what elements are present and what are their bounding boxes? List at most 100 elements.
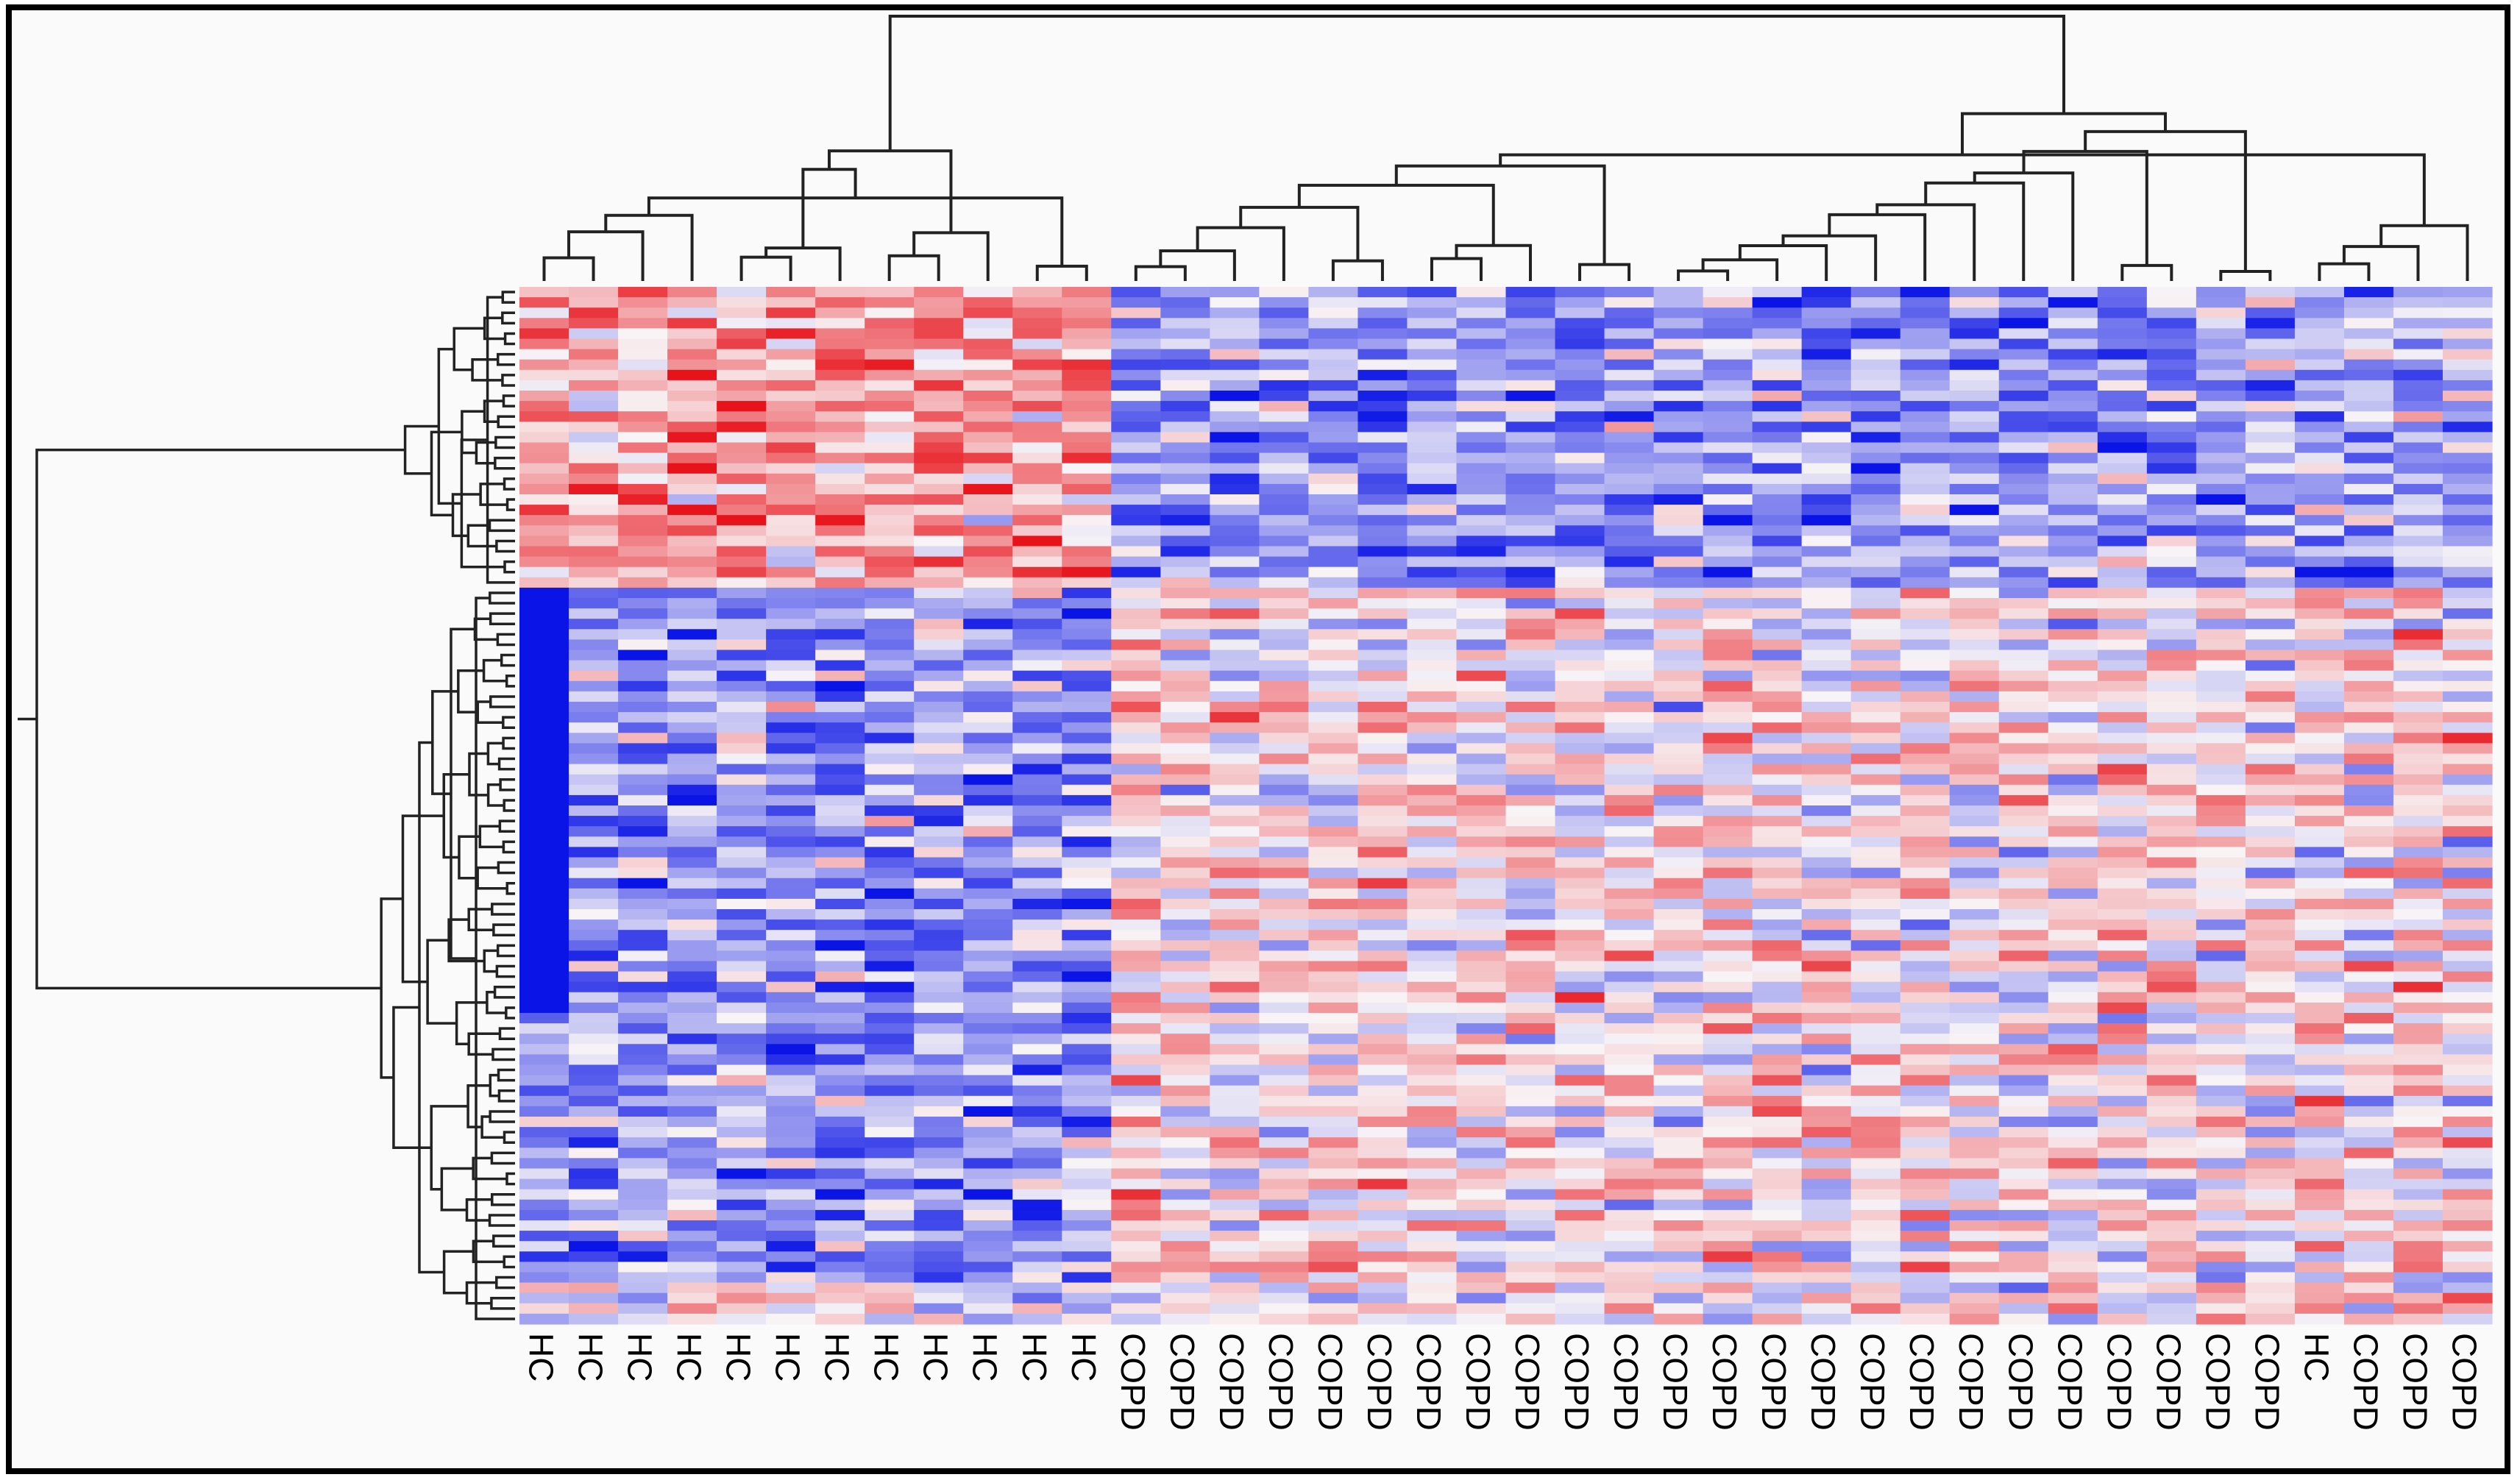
heatmap-cell bbox=[2196, 1272, 2246, 1284]
heatmap-cell bbox=[618, 629, 668, 640]
heatmap-cell bbox=[963, 1137, 1013, 1148]
heatmap-cell bbox=[717, 733, 767, 744]
heatmap-cell bbox=[815, 660, 865, 672]
heatmap-cell bbox=[766, 1251, 816, 1262]
heatmap-cell bbox=[1555, 629, 1605, 640]
column-dendrogram-branch bbox=[1701, 258, 1779, 281]
heatmap-cell bbox=[2343, 836, 2394, 847]
heatmap-cell bbox=[2245, 919, 2296, 931]
heatmap-cell bbox=[963, 369, 1013, 381]
heatmap-cell bbox=[618, 712, 668, 723]
heatmap-cell bbox=[618, 898, 668, 910]
heatmap-cell bbox=[1456, 702, 1507, 713]
heatmap-cell bbox=[2196, 608, 2246, 619]
heatmap-cell bbox=[815, 421, 865, 433]
heatmap-cell bbox=[1210, 1272, 1260, 1284]
heatmap-cell bbox=[1111, 1137, 1161, 1148]
heatmap-cell bbox=[519, 1033, 569, 1045]
heatmap-cell bbox=[1949, 1220, 2000, 1231]
heatmap-cell bbox=[1210, 826, 1260, 837]
row-dendrogram-branch bbox=[503, 799, 515, 812]
heatmap-cell bbox=[914, 784, 964, 796]
heatmap-cell bbox=[766, 940, 816, 951]
heatmap-cell bbox=[1752, 764, 1803, 775]
heatmap-cell bbox=[667, 566, 717, 578]
heatmap-cell bbox=[1900, 930, 1951, 941]
heatmap-cell bbox=[1555, 1023, 1605, 1034]
heatmap-cell bbox=[1752, 1044, 1803, 1055]
heatmap-cell bbox=[2048, 888, 2098, 900]
heatmap-cell bbox=[1801, 650, 1852, 661]
heatmap-cell bbox=[1998, 556, 2049, 568]
heatmap-cell bbox=[1703, 369, 1753, 381]
heatmap-cell bbox=[2294, 1002, 2345, 1014]
heatmap-cell bbox=[815, 1178, 865, 1190]
heatmap-cell bbox=[1259, 546, 1310, 558]
heatmap-cell bbox=[1752, 650, 1803, 661]
heatmap-cell bbox=[1505, 961, 1556, 972]
heatmap-cell bbox=[2343, 1251, 2394, 1262]
heatmap-cell bbox=[1653, 1044, 1704, 1055]
heatmap-cell bbox=[1949, 546, 2000, 558]
heatmap-cell bbox=[2393, 411, 2443, 422]
heatmap-cell bbox=[2196, 670, 2246, 682]
heatmap-cell bbox=[1604, 794, 1655, 806]
heatmap-cell bbox=[1012, 712, 1062, 723]
heatmap-cell bbox=[1407, 847, 1458, 858]
heatmap-cell bbox=[2048, 867, 2098, 879]
heatmap-cell bbox=[1357, 307, 1408, 319]
heatmap-cell bbox=[2442, 619, 2493, 630]
heatmap-cell bbox=[2196, 1262, 2246, 1273]
heatmap-cell bbox=[2048, 1178, 2098, 1190]
heatmap-cell bbox=[1259, 1054, 1310, 1066]
heatmap-cell bbox=[2146, 650, 2197, 661]
heatmap-cell bbox=[2196, 784, 2246, 796]
heatmap-cell bbox=[2097, 1251, 2148, 1262]
heatmap-cell bbox=[2097, 961, 2148, 972]
heatmap-cell bbox=[2146, 940, 2197, 951]
row-dendrogram-branch bbox=[451, 493, 481, 538]
heatmap-cell bbox=[1012, 826, 1062, 837]
heatmap-cell bbox=[1801, 619, 1852, 630]
heatmap-cell bbox=[1012, 1158, 1062, 1170]
heatmap-cell bbox=[717, 836, 767, 847]
heatmap-cell bbox=[1407, 287, 1458, 298]
heatmap-cell bbox=[2196, 536, 2246, 547]
heatmap-cell bbox=[1752, 328, 1803, 340]
heatmap-cell bbox=[2048, 369, 2098, 381]
heatmap-cell bbox=[2048, 629, 2098, 640]
heatmap-cell bbox=[815, 1220, 865, 1231]
heatmap-cell bbox=[1752, 1241, 1803, 1252]
column-label: HC bbox=[720, 1333, 758, 1381]
heatmap-cell bbox=[1703, 1117, 1753, 1128]
heatmap-cell bbox=[618, 338, 668, 350]
heatmap-cell bbox=[618, 847, 668, 858]
heatmap-cell bbox=[1604, 898, 1655, 910]
heatmap-cell bbox=[1850, 1313, 1901, 1325]
heatmap-cell bbox=[1160, 1033, 1210, 1045]
heatmap-cell bbox=[618, 1292, 668, 1304]
heatmap-cell bbox=[1703, 867, 1753, 879]
heatmap-cell bbox=[1407, 940, 1458, 951]
heatmap-cell bbox=[963, 1272, 1013, 1284]
heatmap-cell bbox=[717, 452, 767, 464]
heatmap-cell bbox=[2442, 1189, 2493, 1200]
heatmap-cell bbox=[519, 1064, 569, 1076]
heatmap-cell bbox=[2393, 847, 2443, 858]
heatmap-cell bbox=[2196, 898, 2246, 910]
heatmap-cell bbox=[1160, 712, 1210, 723]
heatmap-cell bbox=[1653, 1106, 1704, 1117]
heatmap-cell bbox=[1259, 380, 1310, 391]
heatmap-cell bbox=[2343, 753, 2394, 765]
heatmap-cell bbox=[569, 1044, 619, 1055]
heatmap-cell bbox=[1998, 536, 2049, 547]
heatmap-cell bbox=[815, 566, 865, 578]
heatmap-cell bbox=[2048, 971, 2098, 983]
row-dendrogram-branch bbox=[505, 675, 515, 688]
heatmap-cell bbox=[963, 680, 1013, 692]
heatmap-cell bbox=[1210, 380, 1260, 391]
heatmap-cell bbox=[519, 1272, 569, 1284]
heatmap-cell bbox=[2196, 1075, 2246, 1086]
heatmap-cell bbox=[1752, 836, 1803, 847]
heatmap-cell bbox=[519, 753, 569, 765]
